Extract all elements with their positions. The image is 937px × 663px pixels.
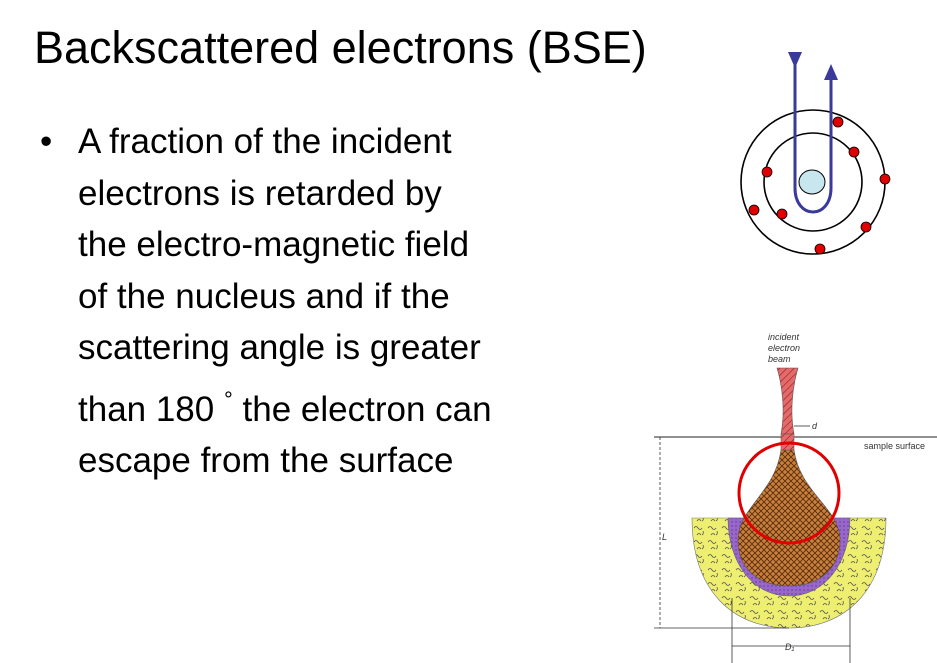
degree-symbol: ° — [223, 386, 233, 412]
bullet-text: A fraction of the incident electrons is … — [78, 116, 492, 487]
bullet-line: escape from the surface — [78, 441, 454, 480]
electron — [776, 208, 788, 220]
incoming-arrow-icon — [788, 52, 802, 68]
electron — [832, 116, 844, 128]
beam-width-label: d — [812, 421, 818, 431]
electron — [761, 166, 773, 178]
bullet-line-angle: than 180 ° the electron can — [78, 374, 492, 436]
electron-beam — [776, 367, 799, 435]
electron — [748, 204, 760, 216]
sample-surface-label: sample surface — [864, 441, 925, 451]
atom-diagram — [740, 52, 891, 255]
angle-text-rest: the electron can — [242, 389, 492, 429]
backscatter-path — [793, 54, 833, 214]
width-label: D₁ — [785, 642, 794, 652]
bullet-line: scattering angle is greater — [78, 328, 481, 367]
electron — [814, 243, 826, 255]
bullet-symbol: • — [40, 122, 53, 161]
slide-title: Backscattered electrons (BSE) — [34, 22, 647, 73]
interaction-volume-diagram: incident electron beam d sample surface … — [654, 332, 937, 663]
electron — [879, 173, 891, 185]
bullet-line: of the nucleus and if the — [78, 276, 450, 316]
angle-text: than 180 — [78, 389, 215, 429]
nucleus — [798, 169, 826, 195]
interaction-volume — [737, 449, 841, 587]
incident-label: beam — [768, 354, 791, 364]
outgoing-arrow-icon — [824, 64, 838, 80]
electron — [848, 146, 860, 158]
bullet-line: electrons is retarded by — [78, 173, 442, 213]
bullet-line: the electro-magnetic field — [78, 225, 470, 264]
electron — [860, 221, 872, 233]
inner-electron-shell — [763, 132, 863, 232]
backscatter-highlight-circle — [737, 441, 841, 545]
incident-label: incident — [768, 332, 800, 342]
bullet-line: A fraction of the incident — [78, 122, 452, 161]
incident-label: electron — [768, 343, 800, 353]
depth-label: L — [662, 532, 667, 542]
